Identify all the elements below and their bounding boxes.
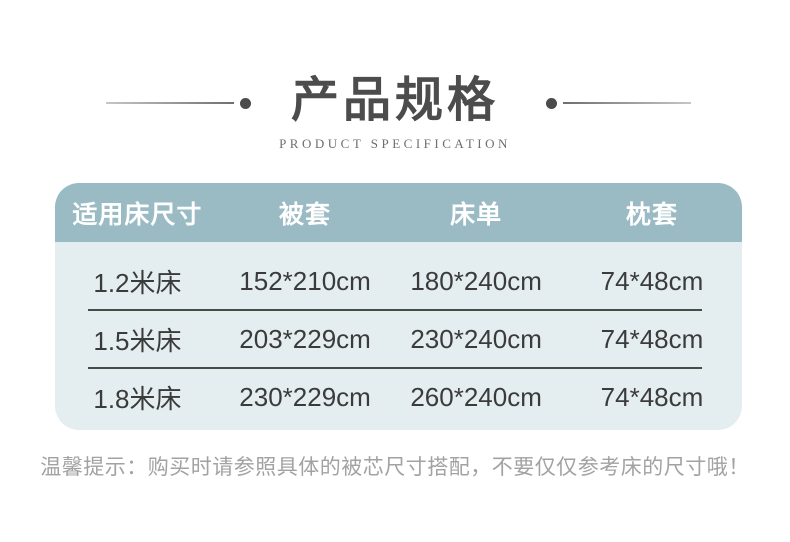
pillowcase-cell: 74*48cm <box>600 323 704 354</box>
bed-sheet-cell: 230*240cm <box>410 323 542 354</box>
bed-sheet-cell: 260*240cm <box>410 381 542 412</box>
spec-table: 适用床尺寸 被套 床单 枕套 1.2米床 152*210cm 180*240cm… <box>55 183 742 430</box>
title-decoration-right <box>546 95 691 111</box>
table-row: 1.2米床 152*210cm 180*240cm 74*48cm <box>55 253 742 309</box>
duvet-cover-cell: 203*229cm <box>239 323 371 354</box>
header-cell-bed-sheet: 床单 <box>450 200 503 229</box>
header-cell-duvet-cover: 被套 <box>279 200 332 229</box>
header-cell-pillowcase: 枕套 <box>625 200 678 229</box>
bed-sheet-cell: 180*240cm <box>410 265 542 296</box>
table-row: 1.5米床 203*229cm 230*240cm 74*48cm <box>55 311 742 367</box>
page-subtitle: PRODUCT SPECIFICATION <box>279 136 511 151</box>
spec-table-body: 1.2米床 152*210cm 180*240cm 74*48cm 1.5米床 … <box>55 242 742 430</box>
bed-size-cell: 1.5米床 <box>93 325 182 356</box>
tip-note: 温馨提示：购买时请参照具体的被芯尺寸搭配，不要仅仅参考床的尺寸哦！ <box>40 456 750 479</box>
table-row: 1.8米床 230*229cm 260*240cm 74*48cm <box>55 369 742 425</box>
bed-size-cell: 1.8米床 <box>93 383 182 414</box>
row-separator <box>88 367 702 369</box>
spec-table-header-row: 适用床尺寸 被套 床单 枕套 <box>55 183 742 242</box>
title-decoration-left <box>106 95 251 111</box>
pillowcase-cell: 74*48cm <box>600 381 704 412</box>
page-title: 产品规格 <box>290 74 499 127</box>
duvet-cover-cell: 230*229cm <box>239 381 371 412</box>
bed-size-cell: 1.2米床 <box>93 267 182 298</box>
duvet-cover-cell: 152*210cm <box>239 265 371 296</box>
pillowcase-cell: 74*48cm <box>600 265 704 296</box>
decorative-line-right <box>563 102 691 104</box>
decorative-dot-right <box>546 98 557 109</box>
decorative-line-left <box>106 102 234 104</box>
row-separator <box>88 309 702 311</box>
decorative-dot-left <box>240 98 251 109</box>
header-cell-bed-size: 适用床尺寸 <box>72 200 203 229</box>
